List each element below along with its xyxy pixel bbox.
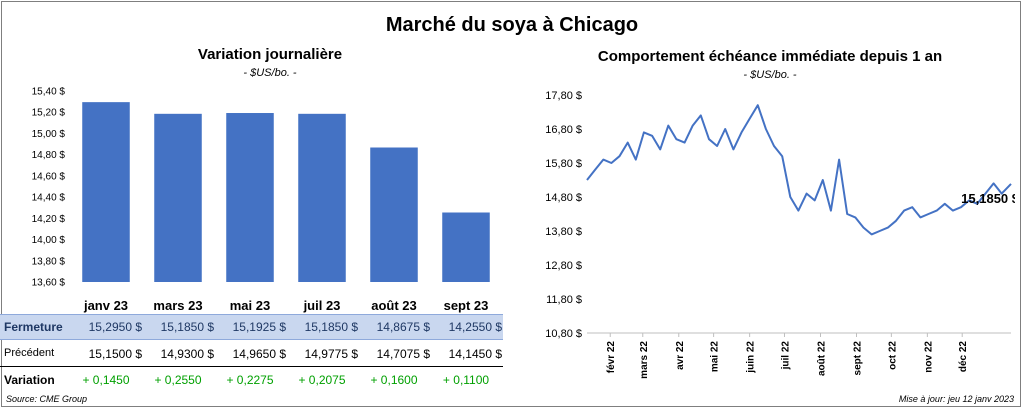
- table-cell: + 0,1600: [370, 373, 418, 387]
- table-cell: 14,9300 $: [160, 347, 214, 361]
- left-chart-unit: - $US/bo. -: [243, 67, 297, 79]
- x-tick-label: janv 23: [83, 298, 128, 313]
- y-tick-label: 15,80 $: [545, 158, 582, 170]
- table-cell: 14,7075 $: [376, 347, 430, 361]
- row-label: Fermeture: [4, 320, 63, 334]
- x-tick-label: sept 22: [853, 341, 864, 376]
- x-tick-label: juin 22: [746, 341, 757, 374]
- row-label: Précédent: [4, 347, 55, 359]
- bar: [154, 113, 202, 282]
- y-tick-label: 11,80 $: [546, 294, 582, 306]
- table-cell: 14,9650 $: [232, 347, 286, 361]
- bar: [298, 113, 346, 282]
- table-cell: 15,2950 $: [88, 320, 142, 334]
- y-tick-label: 16,80 $: [545, 124, 582, 136]
- last-value-label: 15,1850 $: [961, 191, 1015, 206]
- source-note: Source: CME Group: [6, 394, 88, 404]
- y-tick-label: 17,80 $: [545, 90, 582, 102]
- left-chart-title: Variation journalière: [197, 46, 343, 63]
- table-cell: 14,9775 $: [304, 347, 358, 361]
- table-cell: 15,1850 $: [304, 320, 358, 334]
- table-cell: 14,8675 $: [376, 320, 430, 334]
- y-tick-label: 13,80 $: [32, 256, 66, 267]
- y-tick-label: 12,80 $: [545, 260, 582, 272]
- y-tick-label: 14,80 $: [32, 150, 66, 161]
- line-chart: 10,80 $ 11,80 $ 12,80 $ 13,80 $ 14,80 $ 15,80…: [545, 90, 1015, 379]
- x-tick-label: mars 22: [639, 341, 650, 379]
- row-label: Variation: [4, 373, 55, 387]
- x-tick-label: nov 22: [923, 341, 934, 373]
- x-tick-label: déc 22: [958, 341, 969, 373]
- table-cell: 15,1500 $: [88, 347, 142, 361]
- bar: [82, 102, 130, 282]
- y-tick-label: 10,80 $: [545, 328, 582, 340]
- x-tick-label: juil 22: [780, 341, 791, 371]
- y-tick-label: 14,20 $: [32, 214, 66, 225]
- table-row-variation: Variation + 0,1450 + 0,2550 + 0,2275 + 0,20…: [0, 368, 503, 392]
- table-cell: + 0,1100: [442, 373, 490, 387]
- table-cell: + 0,1450: [82, 373, 130, 387]
- x-tick-label: avr 22: [675, 341, 686, 370]
- x-tick-label: oct 22: [887, 341, 898, 370]
- table-row-fermeture: Fermeture 15,2950 $ 15,1850 $ 15,1925 $ 15,…: [0, 314, 503, 340]
- bar: [226, 113, 274, 282]
- table-row-precedent: Précédent 15,1500 $ 14,9300 $ 14,9650 $ 14,…: [0, 342, 503, 367]
- x-tick-label: mai 22: [710, 341, 721, 373]
- y-tick-label: 13,80 $: [545, 226, 582, 238]
- y-tick-label: 15,00 $: [32, 129, 66, 140]
- update-note: Mise à jour: jeu 12 janv 2023: [898, 394, 1014, 404]
- x-tick-label: août 22: [816, 341, 827, 376]
- x-tick-label: juil 23: [303, 298, 341, 313]
- y-tick-label: 14,00 $: [32, 235, 66, 246]
- table-cell: + 0,2275: [226, 373, 274, 387]
- x-tick-label: mai 23: [230, 298, 270, 313]
- x-tick-label: sept 23: [444, 298, 489, 313]
- right-chart-title: Comportement échéance immédiate depuis 1…: [597, 48, 943, 65]
- right-chart-unit: - $US/bo. -: [743, 69, 797, 81]
- y-tick-label: 14,80 $: [545, 192, 582, 204]
- y-tick-label: 14,60 $: [32, 171, 66, 182]
- price-line: [586, 104, 1012, 236]
- x-tick-label: mars 23: [153, 298, 202, 313]
- y-tick-label: 13,60 $: [32, 278, 66, 289]
- page-title: Marché du soya à Chicago: [385, 14, 639, 36]
- table-cell: 14,1450 $: [448, 347, 502, 361]
- table-cell: 15,1925 $: [232, 320, 286, 334]
- y-tick-label: 15,40 $: [32, 87, 66, 98]
- bar: [442, 212, 490, 282]
- table-cell: 15,1850 $: [160, 320, 214, 334]
- y-tick-label: 14,40 $: [32, 193, 66, 204]
- bar: [370, 147, 418, 282]
- table-cell: 14,2550 $: [448, 320, 502, 334]
- bar-chart: 13,60 $ 13,80 $ 14,00 $ 14,20 $ 14,40 $ 14,60…: [32, 87, 490, 313]
- table-cell: + 0,2075: [298, 373, 346, 387]
- x-tick-label: févr 22: [606, 341, 617, 374]
- y-tick-label: 15,20 $: [32, 108, 66, 119]
- x-tick-label: août 23: [371, 298, 417, 313]
- table-cell: + 0,2550: [154, 373, 202, 387]
